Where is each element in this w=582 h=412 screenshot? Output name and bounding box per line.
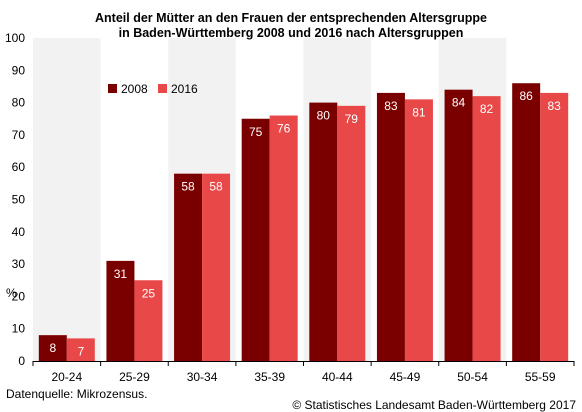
y-tick-label: 10	[12, 322, 26, 336]
y-tick-label: 20	[12, 289, 26, 303]
legend-swatch-2016	[158, 84, 167, 93]
y-tick-label: 60	[12, 160, 26, 174]
x-tick-label: 25-29	[119, 370, 150, 384]
x-tick-label: 50-54	[457, 370, 488, 384]
copyright-note: © Statistisches Landesamt Baden-Württemb…	[292, 398, 576, 412]
chart-subtitle: in Baden-Württemberg 2008 und 2016 nach …	[119, 26, 464, 40]
bar-value-label: 7	[77, 344, 84, 358]
y-tick-label: 40	[12, 225, 26, 239]
bar-2008	[241, 118, 270, 361]
bar-value-label: 81	[412, 105, 426, 119]
legend-swatch-2008	[108, 84, 117, 93]
x-tick-label: 20-24	[51, 370, 82, 384]
bar-value-label: 83	[548, 99, 562, 113]
x-tick-label: 45-49	[390, 370, 421, 384]
bar-2016	[66, 338, 95, 361]
y-axis-unit-label: %	[6, 286, 17, 300]
bar-2016	[404, 99, 433, 362]
x-tick-label: 35-39	[254, 370, 285, 384]
x-tick-label: 55-59	[525, 370, 556, 384]
legend-label-2016: 2016	[171, 82, 198, 96]
bar-2008	[376, 92, 405, 361]
bar-value-label: 58	[209, 180, 223, 194]
bar-value-label: 86	[520, 89, 534, 103]
bar-2016	[269, 115, 298, 362]
bar-2016	[540, 92, 569, 361]
y-axis-ticks: 0 10 20 30 40 50 60 70 80 90 100	[5, 31, 25, 368]
bar-2016	[472, 96, 501, 361]
bar-value-label: 31	[114, 267, 128, 281]
bar-2008	[512, 83, 541, 361]
x-tick-label: 40-44	[322, 370, 353, 384]
bar-2008	[444, 89, 473, 362]
y-tick-label: 0	[18, 354, 25, 368]
bar-2016	[134, 280, 163, 361]
y-tick-label: 30	[12, 257, 26, 271]
chart-title: Anteil der Mütter an den Frauen der ents…	[95, 11, 487, 25]
bar-value-label: 82	[480, 102, 494, 116]
bar-value-label: 8	[49, 341, 56, 355]
bar-value-label: 83	[384, 99, 398, 113]
bar-2016	[337, 105, 366, 361]
bar-value-label: 84	[452, 96, 466, 110]
y-tick-label: 70	[12, 128, 26, 142]
y-tick-label: 100	[5, 31, 25, 45]
bar-value-label: 79	[345, 112, 359, 126]
y-tick-label: 90	[12, 63, 26, 77]
bar-value-label: 75	[249, 125, 263, 139]
x-tick-label: 30-34	[187, 370, 218, 384]
background-band	[33, 38, 101, 361]
y-tick-label: 50	[12, 193, 26, 207]
source-note: Datenquelle: Mikrozensus.	[6, 387, 147, 401]
legend-label-2008: 2008	[121, 82, 148, 96]
bar-marks: 8 7 31 25 58 58 75 76 80 79 83 81 84 82 86 83	[38, 83, 569, 362]
bar-2008	[38, 335, 67, 361]
bar-2016	[202, 173, 231, 361]
bar-value-label: 80	[317, 109, 331, 123]
x-axis: 20-24 25-29 30-34 35-39 40-44 45-49 50-54 55-59	[32, 361, 575, 384]
bar-value-label: 76	[277, 122, 291, 136]
bar-value-label: 25	[142, 286, 156, 300]
bar-value-label: 58	[181, 180, 195, 194]
bar-2008	[174, 173, 203, 361]
legend: 2008 2016	[108, 82, 198, 96]
bar-2008	[106, 260, 135, 361]
bar-2008	[309, 102, 338, 361]
y-tick-label: 80	[12, 96, 26, 110]
